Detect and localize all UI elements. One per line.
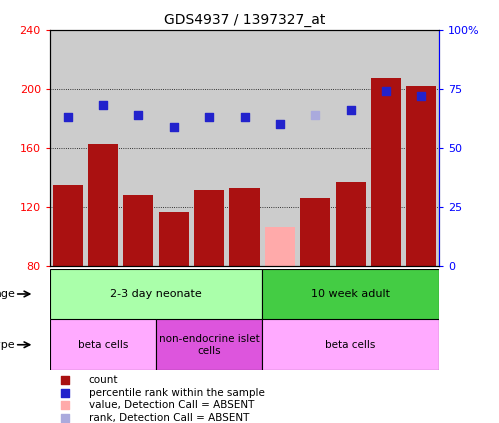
Bar <box>159 212 189 266</box>
Bar <box>371 78 401 266</box>
Bar <box>333 30 368 266</box>
Bar <box>368 30 404 266</box>
Point <box>61 415 69 421</box>
Bar <box>406 86 437 266</box>
Bar <box>262 30 297 266</box>
Point <box>276 121 284 128</box>
Bar <box>52 185 83 266</box>
Bar <box>262 319 439 370</box>
Text: count: count <box>89 375 118 385</box>
Point <box>61 376 69 383</box>
Title: GDS4937 / 1397327_at: GDS4937 / 1397327_at <box>164 13 325 27</box>
Text: percentile rank within the sample: percentile rank within the sample <box>89 387 264 398</box>
Point <box>61 389 69 396</box>
Bar <box>404 30 439 266</box>
Point <box>382 88 390 95</box>
Bar <box>50 319 156 370</box>
Point <box>134 112 142 118</box>
Point <box>418 93 426 99</box>
Text: 10 week adult: 10 week adult <box>311 289 390 299</box>
Bar <box>50 269 262 319</box>
Bar <box>192 30 227 266</box>
Text: age: age <box>0 289 15 299</box>
Bar <box>85 30 121 266</box>
Text: value, Detection Call = ABSENT: value, Detection Call = ABSENT <box>89 400 254 410</box>
Point <box>170 124 178 130</box>
Bar <box>227 30 262 266</box>
Bar <box>336 182 366 266</box>
Text: 2-3 day neonate: 2-3 day neonate <box>110 289 202 299</box>
Point <box>241 114 249 121</box>
Point <box>311 112 319 118</box>
Bar <box>262 269 439 319</box>
Bar <box>194 190 224 266</box>
Bar <box>156 30 192 266</box>
Bar <box>123 195 153 266</box>
Bar <box>230 188 259 266</box>
Text: rank, Detection Call = ABSENT: rank, Detection Call = ABSENT <box>89 413 249 423</box>
Point <box>347 107 355 113</box>
Point <box>205 114 213 121</box>
Bar <box>88 144 118 266</box>
Text: beta cells: beta cells <box>325 340 376 350</box>
Bar <box>300 198 330 266</box>
Bar <box>121 30 156 266</box>
Bar <box>50 30 85 266</box>
Point <box>63 114 71 121</box>
Point <box>61 402 69 409</box>
Bar <box>297 30 333 266</box>
Bar <box>265 227 295 266</box>
Point <box>99 102 107 109</box>
Bar <box>156 319 262 370</box>
Text: cell type: cell type <box>0 340 15 350</box>
Text: beta cells: beta cells <box>78 340 128 350</box>
Text: non-endocrine islet
cells: non-endocrine islet cells <box>159 334 259 356</box>
